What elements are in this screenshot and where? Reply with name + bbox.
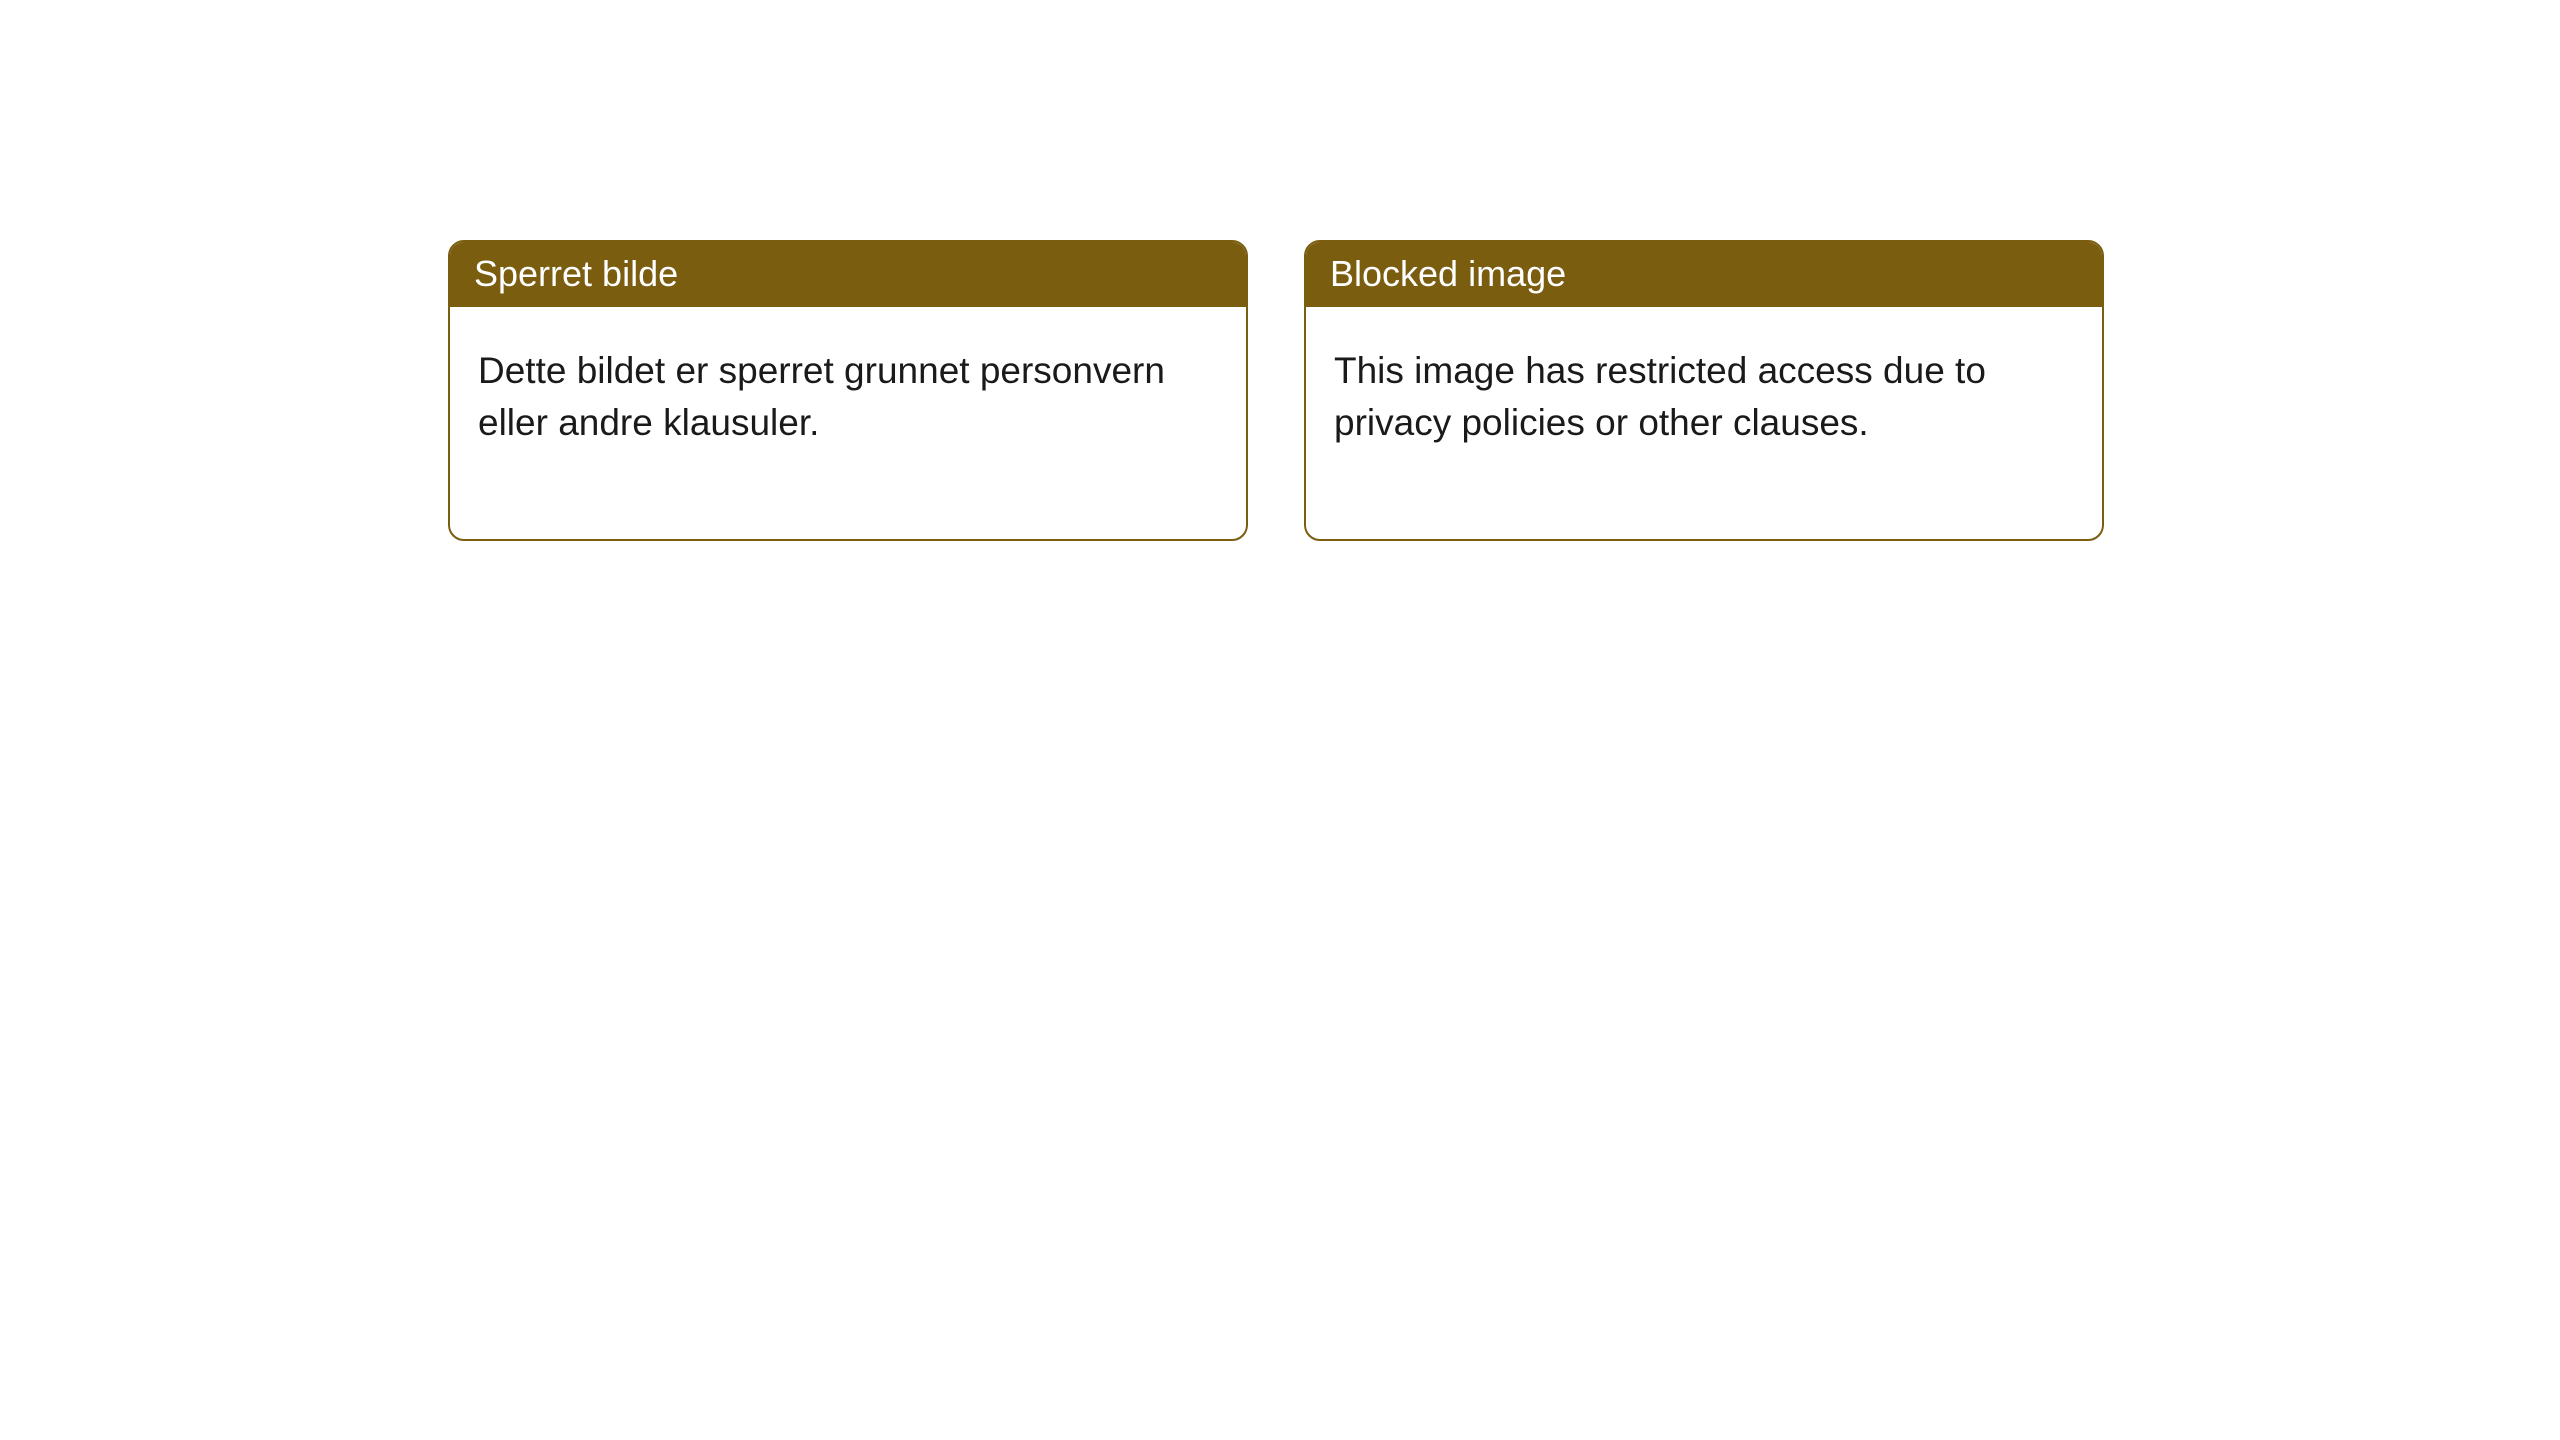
notice-card-english: Blocked image This image has restricted … [1304,240,2104,541]
notice-body-norwegian: Dette bildet er sperret grunnet personve… [450,307,1246,539]
notice-body-english: This image has restricted access due to … [1306,307,2102,539]
notice-container: Sperret bilde Dette bildet er sperret gr… [0,0,2560,541]
notice-card-norwegian: Sperret bilde Dette bildet er sperret gr… [448,240,1248,541]
notice-title-norwegian: Sperret bilde [450,242,1246,307]
notice-title-english: Blocked image [1306,242,2102,307]
